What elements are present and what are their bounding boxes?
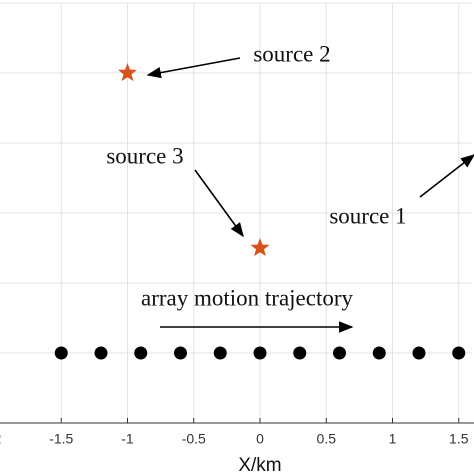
x-tick-label: 1.5 [449,431,469,447]
dot-marker [412,346,426,360]
dot-marker [372,346,386,360]
annotation-arrow [194,169,244,238]
dot-marker [54,346,68,360]
annotation-arrow [146,57,241,79]
dot-marker [134,346,148,360]
annotation: source 2 [253,41,330,66]
x-tick-label: -0.5 [182,431,206,447]
star-marker [250,238,270,257]
star-marker [117,63,138,82]
dot-marker [94,346,108,360]
x-tick-label: -2 [0,431,1,447]
annotation: source 1 [329,203,406,228]
dot-marker [293,346,307,360]
dot-marker [333,346,346,360]
annotation: array motion trajectory [141,285,354,310]
dot-marker [452,346,466,360]
x-tick-label: -1.5 [49,431,73,447]
annotation: source 3 [106,143,183,168]
x-tick-label: 0 [256,431,264,447]
x-tick-label: 0.5 [317,431,337,447]
dot-marker [253,346,267,360]
dot-marker [174,346,187,360]
x-axis-label: X/km [238,455,281,474]
dot-marker [213,346,227,360]
x-tick-label: 1 [389,431,397,447]
annotation-arrow [419,154,474,198]
x-tick-label: -1 [121,431,134,447]
